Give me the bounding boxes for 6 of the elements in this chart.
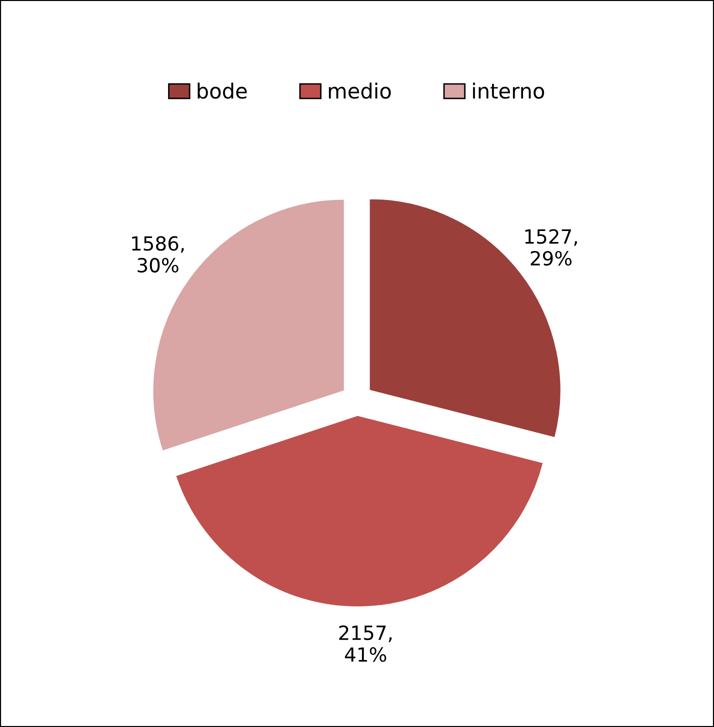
legend-label: interno [473, 82, 544, 99]
legend-label: medio [328, 82, 391, 99]
data-label: 2157, 41% [339, 625, 392, 662]
data-label: 1586, 30% [132, 236, 184, 273]
legend-label: bode [198, 82, 247, 99]
data-label: 1527, 29% [525, 229, 577, 266]
